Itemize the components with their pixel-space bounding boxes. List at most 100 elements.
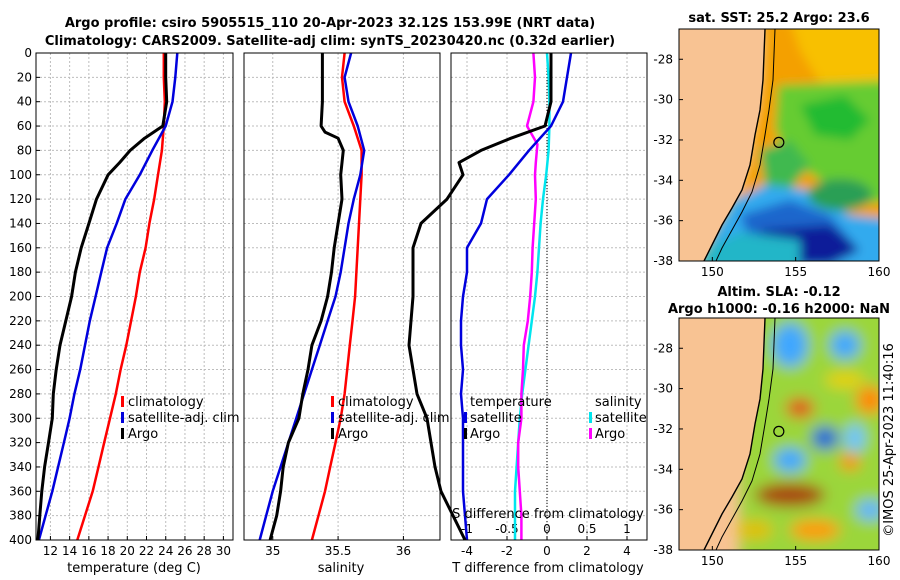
x-tick-label: 24 — [158, 544, 173, 558]
y-tick-label: 200 — [9, 290, 32, 304]
y-tick-label: 260 — [9, 363, 32, 377]
map-x-tick-label: 160 — [868, 265, 891, 279]
panel-frame — [450, 52, 648, 541]
legend-swatch-temp-satellite — [464, 412, 467, 423]
series-line-climatology — [76, 53, 167, 541]
top-x-tick-label: -0.5 — [495, 522, 518, 536]
y-tick-label: 140 — [9, 216, 32, 230]
temperature-panel: 0 20 40 60 80 100 120 140 160 180 200 220 240 260 280 3… — [9, 46, 234, 558]
top-x-tick-label: 0.5 — [577, 522, 596, 536]
y-tick-label: 80 — [17, 143, 32, 157]
x-tick-label: 4 — [623, 544, 631, 558]
legend-label-argo: Argo — [128, 427, 158, 442]
sst-coastline — [703, 29, 766, 261]
sst-isobath — [715, 29, 776, 261]
salinity-panel: 35 35.5 36 — [243, 52, 441, 558]
difference-panel: -4 -2 0 2 4-1 -0.5 0 0.5 1 — [407, 52, 648, 558]
series-line-satellite-adj-clim — [258, 52, 366, 541]
profile-location-marker — [773, 425, 785, 437]
map-y-tick-label: -34 — [653, 173, 673, 187]
x-tick-label: 36 — [396, 544, 411, 558]
legend-swatch-argo — [331, 428, 334, 439]
sla-map-title-line2: Argo h1000: -0.16 h2000: NaN — [668, 302, 890, 317]
sla-map-frame — [678, 317, 880, 551]
panel-frame — [243, 52, 441, 541]
map-y-tick-label: -32 — [653, 133, 673, 147]
x-tick-label: 22 — [139, 544, 154, 558]
map-y-tick-label: -38 — [653, 254, 673, 268]
legend-swatch-temp-argo — [464, 428, 467, 439]
legend-label-argo: Argo — [338, 427, 368, 442]
temperature-xlabel: temperature (deg C) — [67, 561, 201, 576]
legend-label-satellite: satellite-adj. clim — [128, 411, 240, 426]
series-line-argo — [268, 53, 345, 541]
y-tick-label: 40 — [17, 95, 32, 109]
sst-map-axes: 150 155 160 -28 -30 -32 -34 -36 -38 — [653, 52, 890, 279]
legend-swatch-argo — [121, 428, 124, 439]
x-tick-label: 14 — [62, 544, 77, 558]
series-line-salinity-argo — [516, 52, 539, 540]
temperature-legend: climatology satellite-adj. clim Argo — [121, 395, 240, 442]
x-tick-label: 26 — [177, 544, 192, 558]
top-x-tick-label: 1 — [623, 522, 631, 536]
y-tick-label: 120 — [9, 192, 32, 206]
legend-label-temp-argo: Argo — [470, 427, 500, 442]
map-x-tick-label: 155 — [784, 265, 807, 279]
x-tick-label: 35.5 — [325, 544, 352, 558]
salinity-legend: climatology satellite-adj. clim Argo — [331, 395, 450, 442]
figure-title-line2: Climatology: CARS2009. Satellite-adj cli… — [45, 34, 615, 49]
map-y-tick-label: -30 — [653, 382, 673, 396]
legend-label-sal-argo: Argo — [595, 427, 625, 442]
y-tick-label: 360 — [9, 484, 32, 498]
x-tick-label: 12 — [43, 544, 58, 558]
x-tick-label: 18 — [100, 544, 115, 558]
legend-swatch-climatology — [331, 396, 334, 407]
map-y-tick-label: -38 — [653, 543, 673, 557]
series-line-climatology — [310, 52, 363, 541]
y-tick-label: 20 — [17, 70, 32, 84]
x-tick-label: 20 — [120, 544, 135, 558]
x-tick-label: 0 — [543, 544, 551, 558]
figure-title-line1: Argo profile: csiro 5905515_110 20-Apr-2… — [65, 16, 595, 31]
legend-heading-temperature: temperature — [470, 395, 552, 410]
x-tick-label: -2 — [501, 544, 513, 558]
y-tick-label: 320 — [9, 436, 32, 450]
legend-label-temp-satellite: satellite — [470, 411, 522, 426]
legend-label-climatology: climatology — [338, 395, 414, 410]
series-line-temperature-argo — [407, 53, 553, 541]
map-y-tick-label: -32 — [653, 422, 673, 436]
y-tick-label: 300 — [9, 411, 32, 425]
y-tick-label: 400 — [9, 533, 32, 547]
sla-isobath — [715, 318, 776, 550]
sla-map-axes: 150 155 160 -28 -30 -32 -34 -36 -38 — [653, 341, 890, 568]
map-y-tick-label: -30 — [653, 93, 673, 107]
legend-label-satellite: satellite-adj. clim — [338, 411, 450, 426]
y-tick-label: 220 — [9, 314, 32, 328]
series-line-argo — [36, 53, 169, 541]
x-tick-label: -4 — [461, 544, 473, 558]
difference-xlabel-top: S difference from climatology — [452, 507, 644, 522]
sst-map-title: sat. SST: 25.2 Argo: 23.6 — [688, 11, 869, 26]
series-line-satellite-adj-clim — [37, 52, 179, 541]
sst-land-mask — [679, 29, 765, 261]
sla-map-title-line1: Altim. SLA: -0.12 — [717, 285, 840, 300]
legend-swatch-sal-argo — [589, 428, 592, 439]
y-tick-label: 60 — [17, 119, 32, 133]
y-tick-label: 160 — [9, 241, 32, 255]
map-y-tick-label: -28 — [653, 341, 673, 355]
map-y-tick-label: -36 — [653, 214, 673, 228]
map-y-tick-label: -36 — [653, 503, 673, 517]
legend-swatch-satellite — [121, 412, 124, 423]
map-y-tick-label: -34 — [653, 462, 673, 476]
x-tick-label: 28 — [197, 544, 212, 558]
legend-heading-salinity: salinity — [595, 395, 642, 410]
sst-map — [679, 29, 879, 261]
sla-coastline — [703, 318, 766, 550]
sst-map-frame — [678, 28, 880, 262]
salinity-xlabel: salinity — [318, 561, 365, 576]
profile-location-marker — [773, 136, 785, 148]
y-tick-label: 340 — [9, 460, 32, 474]
difference-legend: temperature satellite Argo salinity sate… — [464, 395, 647, 442]
x-tick-label: 2 — [583, 544, 591, 558]
